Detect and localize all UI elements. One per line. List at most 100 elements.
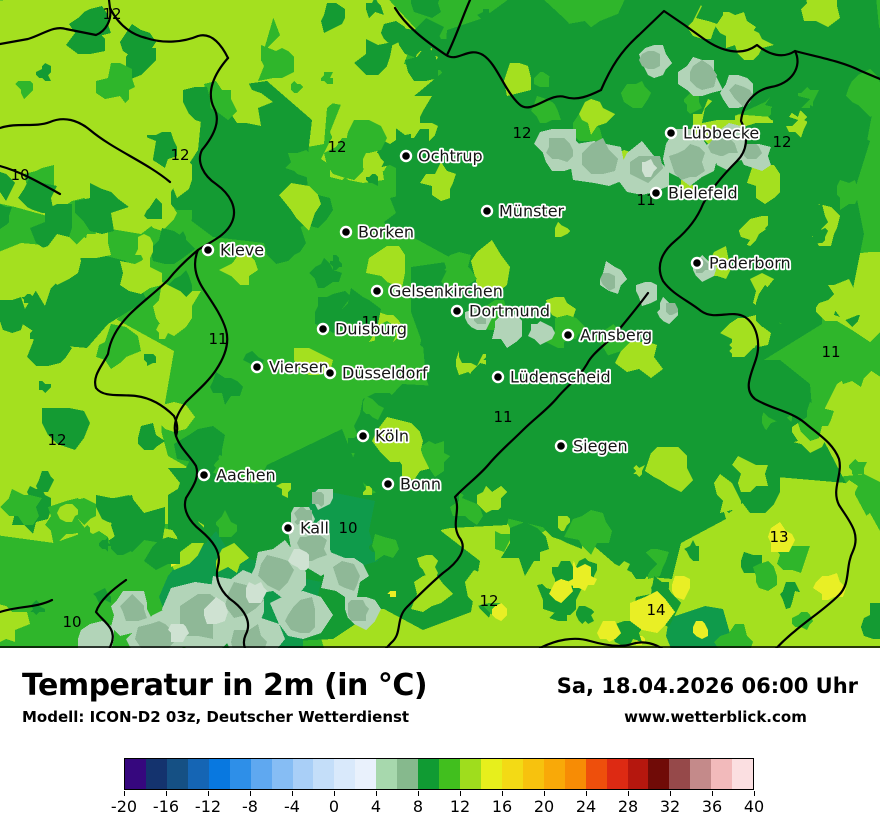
state-border-line [0,118,172,184]
temperature-blob [801,0,840,27]
temperature-blob [579,99,615,135]
temperature-blob [672,576,690,600]
temperature-blob [675,489,693,507]
colorbar-segment [271,759,293,789]
temperature-blob [0,172,15,201]
temperature-blob [177,231,186,246]
temperature-blob [765,84,810,117]
temperature-blob [21,120,42,144]
fog-core [666,303,678,315]
temperature-blob [555,222,570,237]
temperature-blob [849,459,867,477]
temperature-value-label: 12 [102,5,121,23]
temperature-blob [753,561,777,591]
fog-core [294,507,312,525]
fog-patch [492,312,522,348]
fog-core [348,600,369,621]
temperature-blob [459,345,483,366]
city-label: Viersen [269,358,329,377]
colorbar-segment [313,759,335,789]
temperature-blob [573,564,597,591]
temperature-blob [459,90,471,105]
temperature-blob [813,573,846,600]
temperature-blob [0,463,21,495]
temperature-blob [694,0,728,24]
temperature-blob [168,270,192,297]
temperature-blob [72,237,93,258]
temperature-blob [564,510,612,555]
city-label: Aachen [216,466,276,485]
fog-core [744,144,762,159]
temperature-blob [531,360,546,372]
temperature-blob [393,96,432,135]
city-label: Duisburg [335,320,407,339]
colorbar-segment [648,759,670,789]
temperature-blob [264,282,306,321]
temperature-blob [804,105,828,123]
temperature-blob [417,555,438,579]
fog-highlight [168,624,189,642]
temperature-blob [69,525,111,567]
temperature-blob [219,252,258,285]
temperature-blob [837,480,858,510]
colorbar-segment [187,759,209,789]
temperature-blob [324,138,366,180]
colorbar-tick-label: -12 [194,797,222,816]
fog-core [312,492,324,507]
state-border-line [445,0,472,57]
warm-zone [819,366,880,482]
temperature-blob [684,339,714,378]
temperature-blob [36,471,54,492]
temperature-blob [465,570,507,606]
colorbar-tick-label: -20 [110,797,138,816]
city-marker [664,126,678,140]
temperature-blob [183,87,213,123]
temperature-blob [765,417,798,444]
temperature-blob [120,24,156,60]
colorbar-tickmark [628,791,629,796]
colorbar-tick-label: 8 [412,797,424,816]
fog-core [333,561,360,591]
colorbar-segment [355,759,377,789]
colorbar-segment [669,759,691,789]
colorbar-tickmark [712,791,713,796]
temperature-blob [75,183,129,234]
city-marker [370,284,384,298]
model-info: Modell: ICON-D2 03z, Deutscher Wetterdie… [22,708,410,726]
temperature-blob [0,604,30,642]
colorbar-segment [125,759,146,789]
temperature-blob [792,204,828,237]
city-marker [554,439,568,453]
datetime-label: Sa, 18.04.2026 06:00 Uhr [556,674,858,698]
temperature-blob [387,591,396,597]
temperature-blob [723,228,750,255]
temperature-blob [441,252,477,291]
temperature-blob [684,93,702,114]
temperature-blob [321,3,345,33]
temperature-blob [57,504,81,522]
colorbar-tick-label: -4 [284,797,300,816]
colorbar-segment [690,759,712,789]
temperature-blob [534,447,552,465]
temperature-blob [558,516,570,531]
city-label: Bonn [400,475,441,494]
temperature-blob [783,3,801,18]
temperature-blob [309,258,342,288]
temperature-blob [372,417,423,462]
temperature-blob [321,591,336,609]
colorbar-segment [732,759,754,789]
city-marker [197,468,211,482]
temperature-blob [0,21,15,39]
temperature-blob [621,81,651,108]
colorbar-tick-label: 36 [701,797,723,816]
temperature-blob [711,453,729,471]
temperature-blob [831,351,873,387]
colorbar-tickmark [502,791,503,796]
temperature-blob [0,489,42,525]
temperature-blob [792,612,813,630]
temperature-blob [324,594,351,621]
city-label: Kall [300,519,329,538]
temperature-blob [420,162,456,201]
temperature-blob [630,207,663,237]
temperature-blob [30,600,45,615]
